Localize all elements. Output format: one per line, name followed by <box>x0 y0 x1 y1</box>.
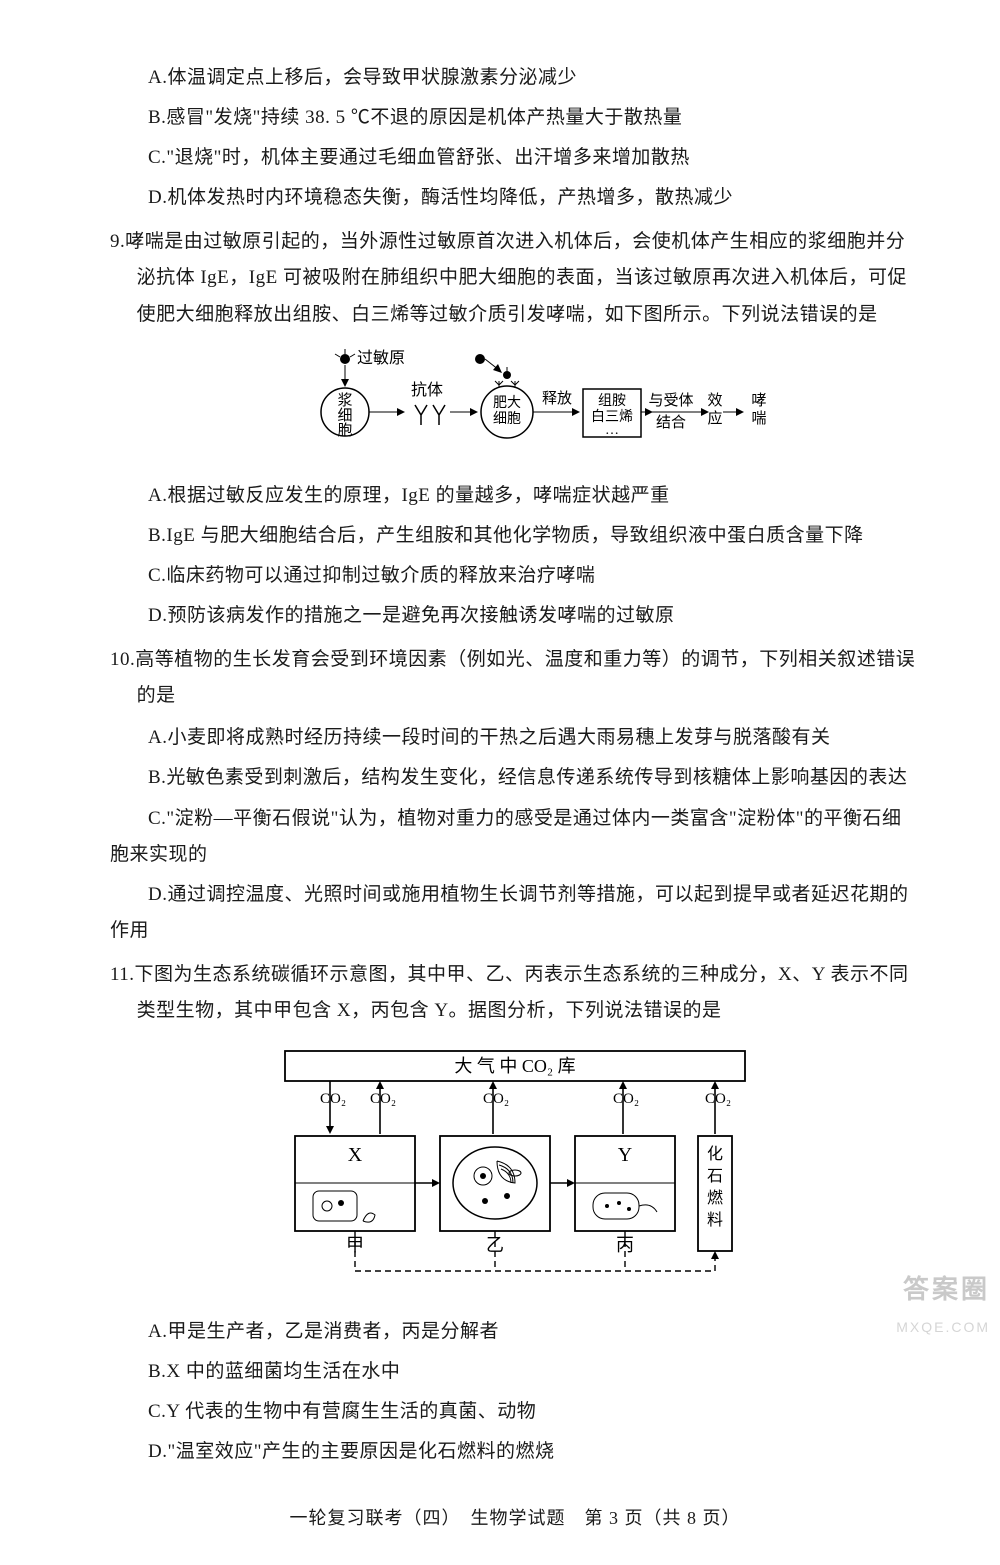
q9-diagram: 过敏原 浆 细 胞 抗体 <box>110 345 920 468</box>
svg-text:效: 效 <box>707 392 722 409</box>
q10-option-a: A.小麦即将成熟时经历持续一段时间的干热之后遇大雨易穗上发芽与脱落酸有关 <box>110 720 920 756</box>
svg-text:过敏原: 过敏原 <box>357 349 405 367</box>
svg-text:CO₂: CO₂ <box>320 1091 346 1107</box>
svg-text:X: X <box>348 1144 363 1166</box>
svg-text:CO₂: CO₂ <box>613 1091 639 1107</box>
q11-diagram: 大 气 中 CO₂ 库 CO₂ CO₂ CO₂ CO₂ CO₂ <box>110 1041 920 1304</box>
svg-text:燃: 燃 <box>707 1189 723 1207</box>
svg-text:细胞: 细胞 <box>493 411 521 427</box>
svg-text:哮: 哮 <box>751 392 766 409</box>
svg-text:料: 料 <box>707 1211 723 1229</box>
svg-text:释放: 释放 <box>542 390 572 407</box>
q9-stem: 9.哮喘是由过敏原引起的，当外源性过敏原首次进入机体后，会使机体产生相应的浆细胞… <box>110 224 920 332</box>
svg-text:CO₂: CO₂ <box>370 1091 396 1107</box>
page-footer: 一轮复习联考（四） 生物学试题 第 3 页（共 8 页） <box>110 1501 920 1535</box>
svg-text:化: 化 <box>707 1145 723 1163</box>
q11-option-d: D."温室效应"产生的主要原因是化石燃料的燃烧 <box>110 1434 920 1470</box>
q8-option-c: C."退烧"时，机体主要通过毛细血管舒张、出汗增多来增加散热 <box>110 140 920 176</box>
q9-option-a: A.根据过敏反应发生的原理，IgE 的量越多，哮喘症状越严重 <box>110 478 920 514</box>
svg-text:与受体: 与受体 <box>648 392 693 409</box>
watermark: 答案圈 MXQE.COM <box>896 1265 990 1341</box>
q10-option-b: B.光敏色素受到刺激后，结构发生变化，经信息传递系统传导到核糖体上影响基因的表达 <box>110 760 920 796</box>
q11-option-b: B.X 中的蓝细菌均生活在水中 <box>110 1354 920 1390</box>
svg-text:肥大: 肥大 <box>493 395 521 411</box>
svg-text:喘: 喘 <box>751 410 766 427</box>
q10-stem: 10.高等植物的生长发育会受到环境因素（例如光、温度和重力等）的调节，下列相关叙… <box>110 642 920 714</box>
svg-text:组胺: 组胺 <box>598 393 626 409</box>
q9-option-b: B.IgE 与肥大细胞结合后，产生组胺和其他化学物质，导致组织液中蛋白质含量下降 <box>110 518 920 554</box>
svg-text:CO₂: CO₂ <box>705 1091 731 1107</box>
svg-text:石: 石 <box>707 1168 723 1185</box>
watermark-line2: MXQE.COM <box>896 1314 990 1341</box>
q11-stem: 11.下图为生态系统碳循环示意图，其中甲、乙、丙表示生态系统的三种成分，X、Y … <box>110 957 920 1029</box>
q9-option-c: C.临床药物可以通过抑制过敏介质的释放来治疗哮喘 <box>110 558 920 594</box>
watermark-line1: 答案圈 <box>896 1265 990 1314</box>
svg-text:胞: 胞 <box>337 422 352 439</box>
svg-text:细: 细 <box>337 407 352 424</box>
svg-text:CO₂: CO₂ <box>483 1091 509 1107</box>
q8-option-d: D.机体发热时内环境稳态失衡，酶活性均降低，产热增多，散热减少 <box>110 180 920 216</box>
q11-option-c: C.Y 代表的生物中有营腐生生活的真菌、动物 <box>110 1394 920 1430</box>
svg-text:抗体: 抗体 <box>411 381 443 399</box>
q11-option-a: A.甲是生产者，乙是消费者，丙是分解者 <box>110 1314 920 1350</box>
q10-option-c: C."淀粉—平衡石假说"认为，植物对重力的感受是通过体内一类富含"淀粉体"的平衡… <box>110 801 920 873</box>
q9-option-d: D.预防该病发作的措施之一是避免再次接触诱发哮喘的过敏原 <box>110 598 920 634</box>
svg-text:结合: 结合 <box>656 414 686 431</box>
svg-text:…: … <box>605 423 619 438</box>
q8-option-a: A.体温调定点上移后，会导致甲状腺激素分泌减少 <box>110 60 920 96</box>
svg-text:Y: Y <box>618 1144 632 1166</box>
q8-option-b: B.感冒"发烧"持续 38. 5 ℃不退的原因是机体产热量大于散热量 <box>110 100 920 136</box>
svg-text:浆: 浆 <box>337 391 352 409</box>
svg-text:大 气 中 CO₂ 库: 大 气 中 CO₂ 库 <box>454 1056 575 1076</box>
q10-option-d: D.通过调控温度、光照时间或施用植物生长调节剂等措施，可以起到提早或者延迟花期的… <box>110 877 920 949</box>
svg-text:应: 应 <box>707 409 722 427</box>
